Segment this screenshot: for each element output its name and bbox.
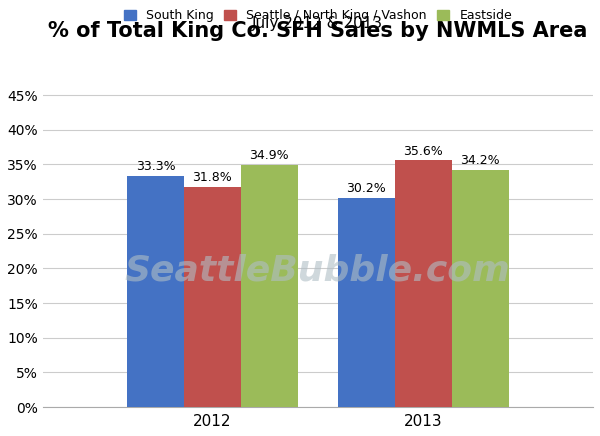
Text: 34.2%: 34.2% — [460, 154, 500, 167]
Legend: South King, Seattle / North King / Vashon, Eastside: South King, Seattle / North King / Vasho… — [124, 9, 512, 22]
Text: July 2012 & 2013: July 2012 & 2013 — [252, 16, 383, 31]
Text: 34.9%: 34.9% — [250, 150, 289, 162]
Text: 33.3%: 33.3% — [136, 160, 175, 174]
Text: 35.6%: 35.6% — [403, 144, 443, 157]
Text: 30.2%: 30.2% — [346, 182, 386, 195]
Bar — [338, 198, 395, 407]
Bar — [127, 176, 184, 407]
Bar — [452, 170, 509, 407]
Bar — [395, 160, 452, 407]
Text: SeattleBubble.com: SeattleBubble.com — [125, 253, 511, 287]
Title: % of Total King Co. SFH Sales by NWMLS Area: % of Total King Co. SFH Sales by NWMLS A… — [48, 21, 587, 41]
Text: 31.8%: 31.8% — [193, 171, 232, 184]
Bar — [241, 165, 298, 407]
Bar — [184, 187, 241, 407]
